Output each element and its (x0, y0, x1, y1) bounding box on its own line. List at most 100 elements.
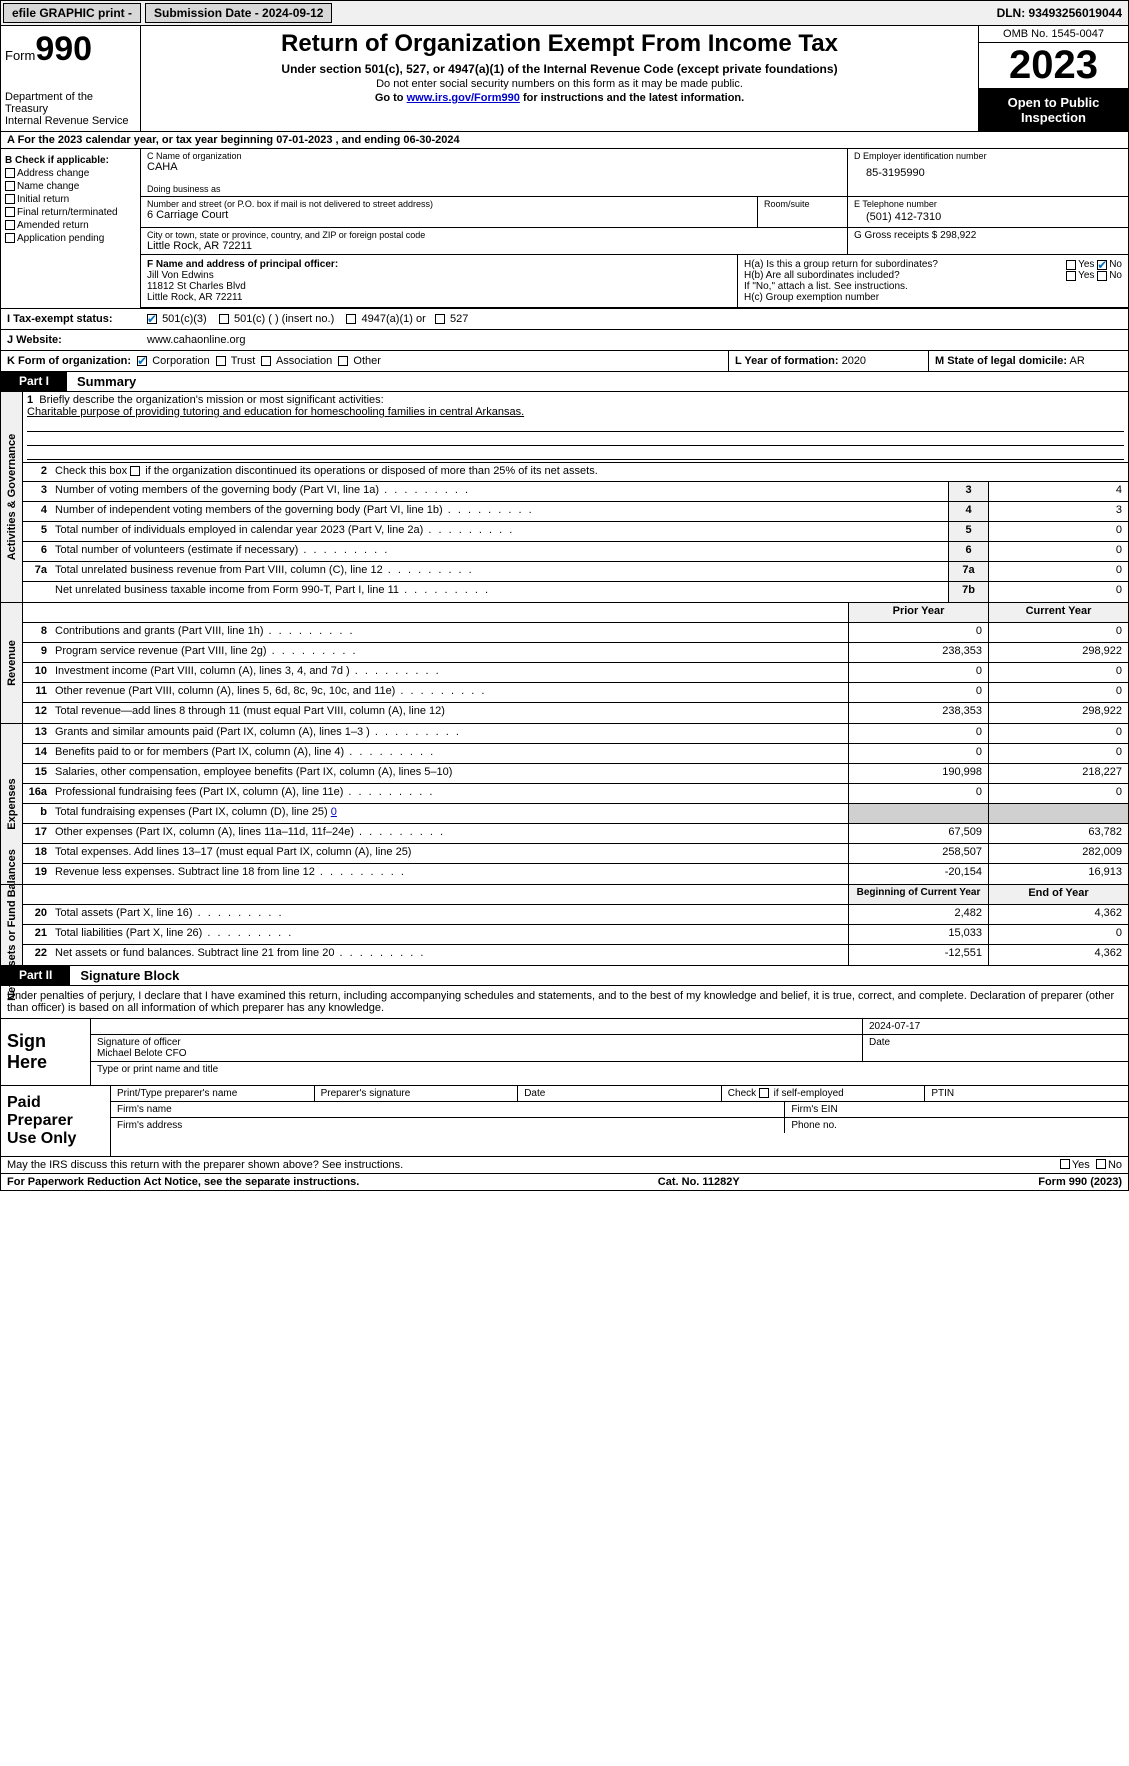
ssn-warning: Do not enter social security numbers on … (149, 78, 970, 90)
box-b-checkboxes: B Check if applicable: Address change Na… (1, 149, 141, 308)
line12-curr: 298,922 (988, 703, 1128, 723)
part1-title: Summary (67, 372, 146, 391)
prep-name-label: Print/Type preparer's name (111, 1086, 315, 1101)
line16b-link[interactable]: 0 (331, 806, 337, 818)
paid-preparer-label: Paid Preparer Use Only (1, 1086, 111, 1156)
checkbox-app-pending[interactable] (5, 233, 15, 243)
firm-name-label: Firm's name (111, 1102, 785, 1117)
sig-date: 2024-07-17 (863, 1019, 1128, 1034)
line15-curr: 218,227 (988, 764, 1128, 783)
line10-curr: 0 (988, 663, 1128, 682)
self-employed: Check if self-employed (722, 1086, 926, 1101)
ha-yes-checkbox[interactable] (1066, 260, 1076, 270)
officer-label: F Name and address of principal officer: (147, 259, 338, 270)
page-footer: For Paperwork Reduction Act Notice, see … (0, 1174, 1129, 1191)
discuss-yes-checkbox[interactable] (1060, 1159, 1070, 1169)
line14: Benefits paid to or for members (Part IX… (51, 744, 848, 763)
line3-val: 4 (988, 482, 1128, 501)
line22-end: 4,362 (988, 945, 1128, 965)
topbar: efile GRAPHIC print - Submission Date - … (0, 0, 1129, 26)
line20-beg: 2,482 (848, 905, 988, 924)
sign-here-label: Sign Here (1, 1019, 91, 1085)
line7b: Net unrelated business taxable income fr… (51, 582, 948, 602)
line16a-prior: 0 (848, 784, 988, 803)
line11: Other revenue (Part VIII, column (A), li… (51, 683, 848, 702)
line19: Revenue less expenses. Subtract line 18 … (51, 864, 848, 884)
irs-gov-link[interactable]: www.irs.gov/Form990 (407, 92, 520, 104)
checkbox-address-change[interactable] (5, 168, 15, 178)
officer-addr1: 11812 St Charles Blvd (147, 281, 731, 292)
part2-header: Part II Signature Block (0, 966, 1129, 986)
line8-curr: 0 (988, 623, 1128, 642)
dba-label: Doing business as (147, 184, 841, 194)
prior-year-hdr: Prior Year (848, 603, 988, 622)
checkbox-trust[interactable] (216, 356, 226, 366)
officer-name: Jill Von Edwins (147, 270, 731, 281)
line14-prior: 0 (848, 744, 988, 763)
checkbox-other[interactable] (338, 356, 348, 366)
line21: Total liabilities (Part X, line 26) (51, 925, 848, 944)
line18-prior: 258,507 (848, 844, 988, 863)
part2-title: Signature Block (70, 966, 189, 985)
line18: Total expenses. Add lines 13–17 (must eq… (51, 844, 848, 863)
checkbox-501c[interactable] (219, 314, 229, 324)
submission-date-button[interactable]: Submission Date - 2024-09-12 (145, 3, 332, 23)
revenue-section: Revenue Prior YearCurrent Year 8Contribu… (0, 603, 1129, 724)
netassets-section: Net Assets or Fund Balances Beginning of… (0, 885, 1129, 966)
hb-no-checkbox[interactable] (1097, 271, 1107, 281)
line17-prior: 67,509 (848, 824, 988, 843)
checkbox-corp[interactable] (137, 356, 147, 366)
line10-prior: 0 (848, 663, 988, 682)
firm-phone-label: Phone no. (785, 1118, 1128, 1133)
line20: Total assets (Part X, line 16) (51, 905, 848, 924)
checkbox-assoc[interactable] (261, 356, 271, 366)
signature-block: Under penalties of perjury, I declare th… (0, 986, 1129, 1157)
form-number: Form990 (5, 30, 136, 69)
line8-prior: 0 (848, 623, 988, 642)
line17-curr: 63,782 (988, 824, 1128, 843)
checkbox-final-return[interactable] (5, 207, 15, 217)
checkbox-initial-return[interactable] (5, 194, 15, 204)
line5-val: 0 (988, 522, 1128, 541)
phone-value: (501) 412-7310 (854, 209, 1122, 225)
beg-year-hdr: Beginning of Current Year (848, 885, 988, 904)
checkbox-4947[interactable] (346, 314, 356, 324)
gross-receipts-value: 298,922 (940, 230, 976, 241)
expenses-section: Expenses 13Grants and similar amounts pa… (0, 724, 1129, 885)
line1-label: Briefly describe the organization's miss… (39, 394, 383, 406)
checkbox-amended[interactable] (5, 220, 15, 230)
row-a-tax-year: A For the 2023 calendar year, or tax yea… (0, 132, 1129, 149)
mission-text: Charitable purpose of providing tutoring… (27, 406, 524, 418)
checkbox-name-change[interactable] (5, 181, 15, 191)
checkbox-501c3[interactable] (147, 314, 157, 324)
line15-prior: 190,998 (848, 764, 988, 783)
org-name-label: C Name of organization (147, 151, 841, 161)
line19-prior: -20,154 (848, 864, 988, 884)
line7b-val: 0 (988, 582, 1128, 602)
date-label: Date (863, 1035, 1128, 1061)
hc-label: H(c) Group exemption number (744, 292, 1122, 303)
discuss-text: May the IRS discuss this return with the… (7, 1159, 1060, 1171)
line2: Check this box if the organization disco… (51, 463, 1128, 481)
line13-prior: 0 (848, 724, 988, 743)
prep-date-label: Date (518, 1086, 722, 1101)
line15: Salaries, other compensation, employee b… (51, 764, 848, 783)
line9-curr: 298,922 (988, 643, 1128, 662)
vtab-governance: Activities & Governance (6, 434, 18, 561)
governance-section: Activities & Governance 1 Briefly descri… (0, 392, 1129, 603)
checkbox-527[interactable] (435, 314, 445, 324)
vtab-expenses: Expenses (6, 778, 18, 829)
type-print-label: Type or print name and title (91, 1062, 1128, 1077)
discuss-no-checkbox[interactable] (1096, 1159, 1106, 1169)
checkbox-self-employed[interactable] (759, 1088, 769, 1098)
efile-print-button[interactable]: efile GRAPHIC print - (3, 3, 141, 23)
ha-no-checkbox[interactable] (1097, 260, 1107, 270)
line12: Total revenue—add lines 8 through 11 (mu… (51, 703, 848, 723)
line9-prior: 238,353 (848, 643, 988, 662)
hb-yes-checkbox[interactable] (1066, 271, 1076, 281)
room-label: Room/suite (764, 199, 841, 209)
line16b-curr (988, 804, 1128, 823)
paperwork-notice: For Paperwork Reduction Act Notice, see … (7, 1176, 359, 1188)
ha-label: H(a) Is this a group return for subordin… (744, 259, 1066, 270)
checkbox-discontinued[interactable] (130, 466, 140, 476)
